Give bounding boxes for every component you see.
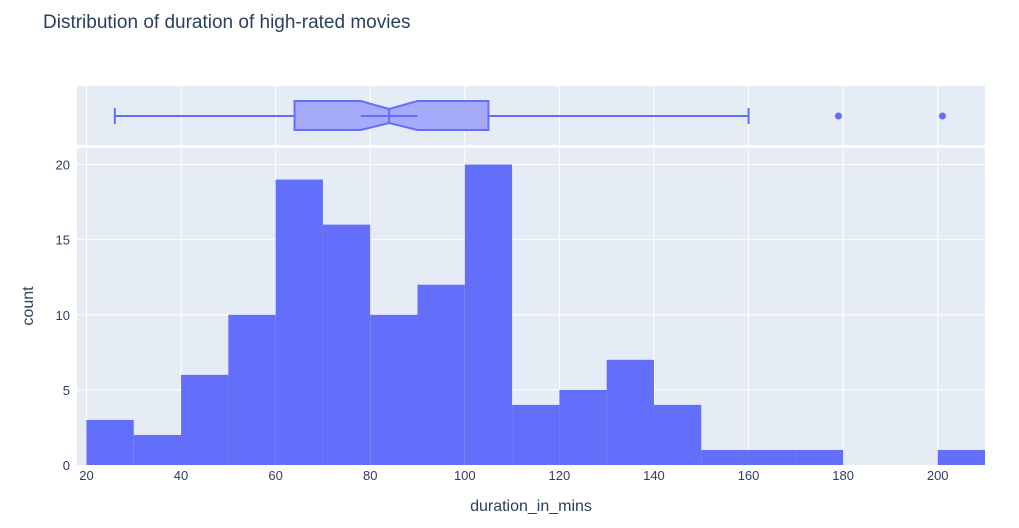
x-axis-title: duration_in_mins — [470, 498, 592, 515]
y-tick-label: 5 — [63, 383, 70, 398]
histogram-bar — [464, 164, 513, 465]
x-tick-label: 120 — [549, 468, 571, 483]
histogram-bar — [181, 374, 229, 465]
y-tick-label: 0 — [63, 458, 70, 473]
histogram-bar — [937, 449, 985, 465]
x-tick-label: 200 — [927, 468, 949, 483]
histogram-bar — [86, 419, 134, 465]
x-tick-label: 160 — [738, 468, 760, 483]
outlier-point — [938, 112, 946, 120]
histogram-bar — [748, 449, 796, 465]
histogram-bar — [653, 404, 702, 465]
x-tick-label: 140 — [643, 468, 665, 483]
histogram-bar — [559, 389, 607, 465]
histogram-bar — [322, 224, 371, 465]
y-tick-label: 15 — [56, 233, 70, 248]
chart-title: Distribution of duration of high-rated m… — [43, 12, 411, 33]
y-tick-label: 10 — [56, 308, 70, 323]
histogram-bar — [228, 314, 276, 465]
histogram-bar — [275, 179, 323, 466]
x-tick-label: 40 — [174, 468, 188, 483]
outlier-point — [834, 112, 842, 120]
histogram-bar — [701, 449, 749, 465]
histogram-bar — [417, 284, 465, 465]
x-tick-label: 180 — [832, 468, 854, 483]
histogram-bar — [606, 359, 654, 465]
histogram-bar — [512, 404, 560, 465]
histogram-bar — [133, 434, 182, 465]
x-tick-label: 20 — [79, 468, 93, 483]
histogram-bar — [795, 449, 844, 465]
y-tick-label: 20 — [56, 158, 70, 173]
y-axis-title: count — [20, 286, 37, 326]
x-tick-label: 100 — [454, 468, 476, 483]
x-tick-label: 60 — [268, 468, 282, 483]
x-tick-label: 80 — [363, 468, 377, 483]
histogram-bar — [370, 314, 418, 465]
